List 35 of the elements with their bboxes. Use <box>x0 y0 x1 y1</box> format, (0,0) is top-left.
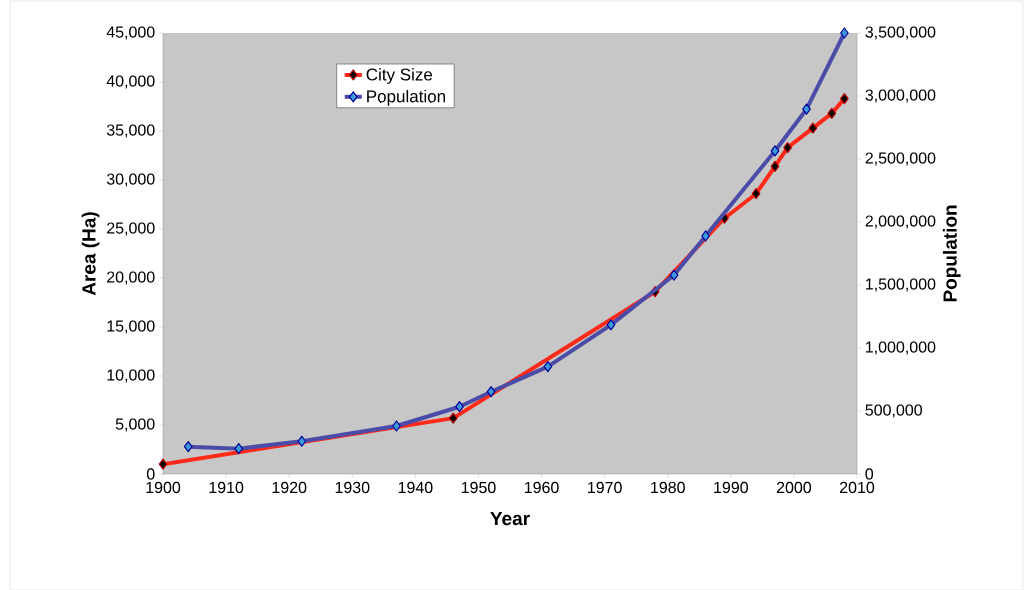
y2-tick-label: 1,000,000 <box>866 341 936 355</box>
y2-tick-label: 0 <box>865 468 874 480</box>
y-tick-label: 5,000 <box>115 418 155 432</box>
y-tick-label: 10,000 <box>107 369 155 383</box>
y-tick-label: 25,000 <box>107 222 155 236</box>
y2-tick-label: 1,500,000 <box>866 278 936 292</box>
x-tick-label: 1980 <box>651 481 685 494</box>
y-tick-label: 35,000 <box>106 124 155 138</box>
y-tick-label: 15,000 <box>107 320 155 334</box>
x-tick-label: 1920 <box>272 481 307 494</box>
y-tick-label: 45,000 <box>106 26 155 40</box>
y2-tick-label: 500,000 <box>865 404 922 418</box>
y-tick-label: 40,000 <box>106 75 155 89</box>
y-tick-label: 20,000 <box>107 271 155 285</box>
x-tick-label: 1900 <box>146 481 181 494</box>
legend-label: City Size <box>366 68 433 84</box>
y2-tick-label: 3,000,000 <box>865 89 936 103</box>
x-tick-label: 1930 <box>335 481 370 494</box>
y2-tick-label: 2,500,000 <box>865 152 936 166</box>
x-tick-label: 1990 <box>714 481 748 494</box>
x-tick-label: 1910 <box>209 481 244 494</box>
y2-tick-label: 2,000,000 <box>865 215 936 229</box>
y-tick-label: 30,000 <box>106 173 155 187</box>
x-tick-label: 2010 <box>840 481 875 494</box>
legend-label: Population <box>367 89 445 106</box>
x-tick-label: 1950 <box>461 481 496 494</box>
y-tick-label: 0 <box>146 468 155 480</box>
y2-axis-title: Population <box>942 205 961 302</box>
x-tick-label: 1940 <box>398 481 433 494</box>
x-tick-label: 1960 <box>524 481 559 494</box>
y-axis-title: Area (Ha) <box>81 212 100 296</box>
x-tick-label: 2000 <box>776 481 812 494</box>
x-tick-label: 1970 <box>588 481 622 494</box>
y2-tick-label: 3,500,000 <box>865 26 936 40</box>
x-axis-title: Year <box>490 512 530 526</box>
